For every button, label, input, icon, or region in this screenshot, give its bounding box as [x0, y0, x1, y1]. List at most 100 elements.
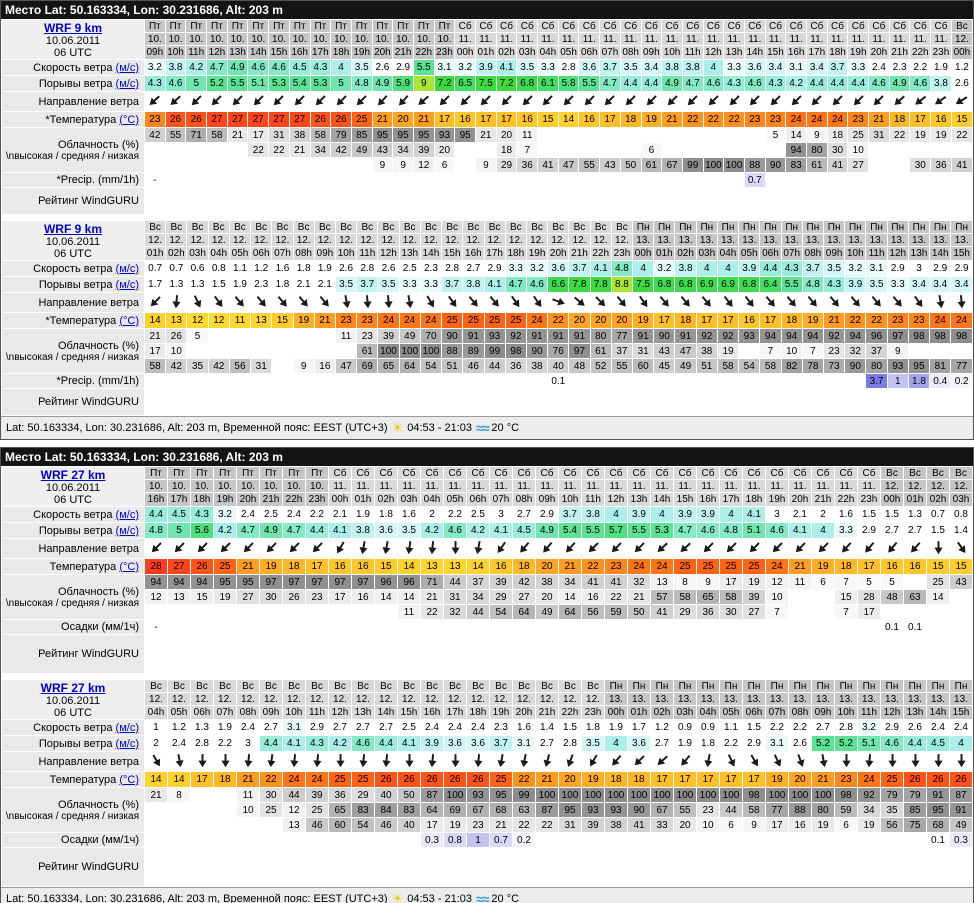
precip-cell: 0.7 [490, 833, 512, 847]
cloud-high-cell: 100 [605, 788, 627, 802]
temperature-cell: 17 [600, 112, 620, 127]
temperature-cell: 17 [760, 313, 781, 328]
cloud-high-cell: 39 [490, 575, 512, 589]
day-cell: Сб [789, 467, 811, 479]
cloud-low-cell: 40 [398, 818, 420, 832]
cloud-high-cell: 79 [331, 128, 351, 142]
hour-cell: 20h [548, 247, 569, 260]
windguru-rating-label-text: Рейтинг WindGURU [38, 396, 139, 408]
cloud-high-cell: 85 [351, 128, 372, 142]
precip-cell: 0.1 [927, 833, 949, 847]
wind-direction-cell [485, 293, 505, 312]
temperature-cell: 14 [558, 112, 579, 127]
wind-direction-arrow-icon [720, 539, 741, 558]
date-cell: 11. [910, 33, 931, 45]
date-cell: 10. [413, 33, 434, 45]
model-link[interactable]: WRF 27 km [40, 680, 106, 695]
wind-gust-label-units-link[interactable]: (м/с) [115, 278, 139, 291]
temperature-label-units-link[interactable]: (°C) [119, 113, 139, 126]
cloud-cover-label: Облачность (%) \nвысокая / средняя / низк… [2, 329, 144, 373]
wind-direction-cell [807, 92, 827, 111]
temperature-label-units-link[interactable]: (°C) [119, 773, 139, 786]
cloud-mid-cell [538, 143, 558, 157]
date-cell: 11. [490, 480, 512, 492]
date-cell: 11. [674, 480, 696, 492]
model-link[interactable]: WRF 9 km [43, 221, 102, 236]
cloud-mid-cell [145, 143, 165, 157]
cloud-high-cell: 21 [145, 788, 167, 802]
date-cell: 10. [289, 33, 310, 45]
wind-speed-cell: 2.9 [393, 60, 413, 75]
wind-gust-cell: 6.9 [717, 277, 739, 292]
model-run-date: 10.06.2011 [45, 694, 101, 707]
wind-direction-cell [414, 92, 434, 111]
wind-gust-cell: 4.6 [444, 523, 466, 538]
temperature-label-units-link[interactable]: (°C) [119, 560, 139, 573]
wind-direction-arrow-icon [191, 539, 212, 558]
hour-cell: 00h [951, 46, 972, 59]
temperature-label-units-link[interactable]: (°C) [119, 314, 139, 327]
windguru-rating-label: Рейтинг WindGURU [2, 848, 144, 886]
wind-speed-cell: 2.8 [442, 261, 463, 276]
wind-gust-cell: 3.5 [582, 736, 604, 751]
model-link[interactable]: WRF 27 km [40, 467, 106, 482]
day-cell: Вс [187, 221, 208, 233]
cloud-low-cell: 61 [807, 158, 827, 172]
wind-gust-label-units-link[interactable]: (м/с) [115, 524, 139, 537]
wind-speed-label-units-link[interactable]: (м/с) [115, 61, 139, 74]
date-cell: 12. [421, 693, 443, 705]
day-cell: Пн [950, 680, 972, 692]
precip-cell [444, 620, 466, 634]
date-cell: 12. [208, 234, 229, 246]
cloud-low-cell: 42 [208, 359, 229, 373]
day-cell: Пн [927, 680, 949, 692]
cloud-low-cell: 20 [674, 818, 696, 832]
wind-gust-label-units-link[interactable]: (м/с) [115, 77, 139, 90]
date-cell: 10. [310, 33, 331, 45]
wind-gust-cell: 6.8 [654, 277, 675, 292]
wind-direction-cell [260, 752, 282, 771]
cloud-mid-cell: 93 [582, 803, 604, 817]
cloud-high-cell: 30 [260, 788, 282, 802]
model-link[interactable]: WRF 9 km [43, 20, 102, 35]
date-cell: 12. [444, 693, 466, 705]
wind-speed-label-units-link[interactable]: (м/с) [115, 721, 139, 734]
wind-direction-arrow-icon [166, 92, 186, 111]
temperature-cell: 14 [145, 313, 166, 328]
cloud-low-cell: 12 [413, 158, 434, 172]
wind-gust-label-units-link[interactable]: (м/с) [115, 737, 139, 750]
cloud-mid-cell: 31 [633, 344, 654, 358]
wind-speed-cell: 3.2 [455, 60, 475, 75]
precip-cell [910, 173, 930, 187]
day-cell: Вс [306, 680, 328, 692]
cloud-high-cell: 91 [463, 329, 484, 343]
cloud-mid-cell: 21 [421, 590, 443, 604]
date-cell: 10. [372, 33, 393, 45]
wind-direction-arrow-icon [378, 752, 394, 768]
cloud-mid-cell: 43 [372, 143, 393, 157]
wind-direction-cell [251, 293, 271, 312]
hour-cell: 07h [600, 46, 620, 59]
wind-speed-cell: 1.6 [272, 261, 293, 276]
wind-direction-cell [848, 92, 868, 111]
precip-cell [633, 374, 653, 388]
precip-cell [476, 173, 496, 187]
wind-speed-label-units-link[interactable]: (м/с) [115, 262, 139, 275]
temperature-cell: 17 [697, 772, 719, 787]
wind-direction-arrow-icon [145, 293, 165, 312]
precip-cell [187, 374, 207, 388]
wind-direction-cell [248, 92, 268, 111]
precip-cell [674, 833, 696, 847]
wind-direction-label-text: Направление ветра [38, 755, 139, 768]
hour-cell: 20h [237, 493, 259, 506]
hour-cell: 22h [559, 706, 581, 719]
wind-gust-cell: 3.4 [951, 277, 972, 292]
date-cell: 12. [398, 693, 420, 705]
hour-cell: 21h [569, 247, 590, 260]
wind-gust-cell: 4.6 [697, 523, 719, 538]
date-cell: 11. [651, 480, 673, 492]
day-cell: Пн [802, 221, 823, 233]
wind-speed-label-units-link[interactable]: (м/с) [115, 508, 139, 521]
hour-cell: 22h [910, 46, 931, 59]
wind-speed-cell: 1.2 [251, 261, 272, 276]
